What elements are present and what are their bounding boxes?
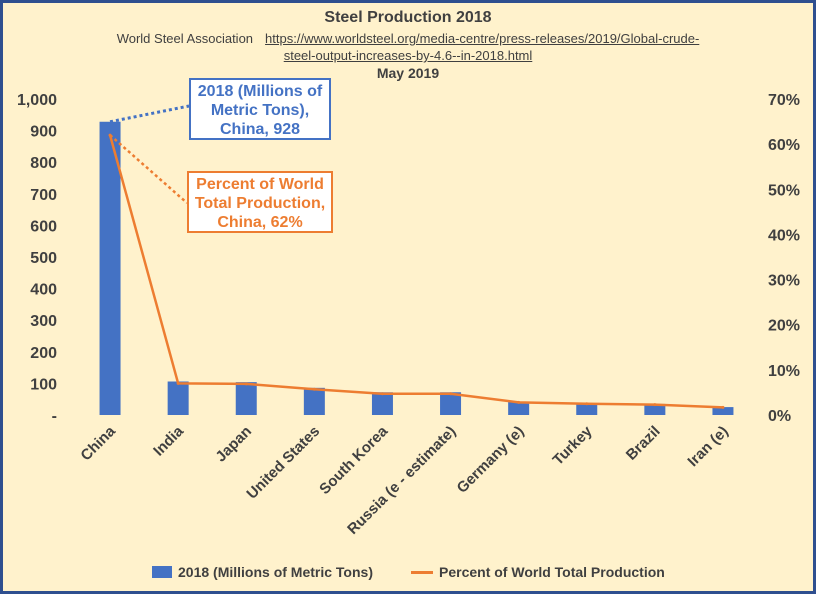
right-tick-label: 50% [768,182,800,199]
right-tick-label: 70% [768,92,800,109]
left-tick-label: 400 [30,282,57,299]
bar[interactable] [440,392,462,415]
category-label: China [77,422,119,464]
right-tick-label: 0% [768,408,791,425]
callout-line-leader [109,134,188,204]
line-point[interactable] [449,392,453,396]
callout-bar-line-1: 2018 (Millions of [197,83,323,100]
category-label: India [150,422,187,459]
source-url-part2[interactable]: steel-output-increases-by-4.6--in-2018.h… [283,48,533,63]
left-tick-label: 900 [30,124,57,141]
category-label: Iran (e) [684,423,731,470]
right-tick-label: 20% [768,318,800,335]
left-tick-label: 800 [30,155,57,172]
bar[interactable] [508,401,530,415]
right-tick-label: 60% [768,137,800,154]
category-label: South Korea [316,422,392,498]
line-point[interactable] [585,402,589,406]
bar-series [99,121,734,415]
bar[interactable] [167,381,189,415]
legend-line-swatch [411,570,433,574]
category-label: Japan [212,423,255,466]
bar[interactable] [303,387,325,415]
category-label: United States [243,423,323,503]
bar[interactable] [644,403,666,415]
right-tick-label: 10% [768,363,800,380]
line-point[interactable] [721,405,725,409]
category-label: Turkey [550,422,596,468]
bar[interactable] [371,392,393,415]
callout-line-line-3: China, 62% [217,214,303,231]
source-name: World Steel Association [116,31,254,46]
left-tick-label: 200 [30,345,57,362]
left-tick-label: 500 [30,250,57,267]
bar[interactable] [99,121,121,415]
bar[interactable] [235,382,257,415]
legend-item-bar[interactable]: 2018 (Millions of Metric Tons) [152,564,373,580]
chart-title: Steel Production 2018 [324,9,492,26]
callout-bar-china: 2018 (Millions of Metric Tons), China, 9… [189,78,331,140]
callout-line-line-1: Percent of World [196,176,324,193]
callout-leaders [109,104,190,204]
percent-line[interactable] [108,134,723,409]
left-tick-label: 700 [30,187,57,204]
left-tick-label: - [52,408,57,425]
legend-line-label: Percent of World Total Production [439,564,665,580]
chart-subtitle-url: steel-output-increases-by-4.6--in-2018.h… [0,48,816,63]
callout-bar-leader [109,104,190,124]
left-tick-label: 100 [30,376,57,393]
line-point[interactable] [653,403,657,407]
callout-bar-line-2: Metric Tons), [210,102,310,119]
line-point[interactable] [176,381,180,385]
line-series [108,133,725,409]
chart-subtitle-source: World Steel Association https://www.world… [0,31,816,46]
line-point[interactable] [244,382,248,386]
line-point[interactable] [380,392,384,396]
line-point[interactable] [517,400,521,404]
right-axis: 0% 10% 20% 30% 40% 50% 60% 70% [768,92,800,425]
category-label: Germany (e) [454,423,528,497]
chart-subtitle-date: May 2019 [376,65,440,81]
right-tick-label: 30% [768,273,800,290]
legend-item-line[interactable]: Percent of World Total Production [411,564,665,580]
legend-bar-label: 2018 (Millions of Metric Tons) [178,564,373,580]
line-point[interactable] [312,387,316,391]
category-label: Brazil [623,423,664,464]
callout-line-line-2: Total Production, [194,195,326,212]
bar[interactable] [576,403,598,415]
bar[interactable] [712,407,734,415]
source-url-part1[interactable]: https://www.worldsteel.org/media-centre/… [265,31,700,46]
callout-bar-line-3: China, 928 [219,121,301,138]
left-axis: - 100 200 300 400 500 600 700 800 900 1,000 [17,92,57,425]
legend-bar-swatch [152,566,172,578]
left-tick-label: 1,000 [17,92,57,109]
right-tick-label: 40% [768,227,800,244]
left-tick-label: 300 [30,313,57,330]
left-tick-label: 600 [30,218,57,235]
callout-line-china: Percent of World Total Production, China… [187,171,333,233]
